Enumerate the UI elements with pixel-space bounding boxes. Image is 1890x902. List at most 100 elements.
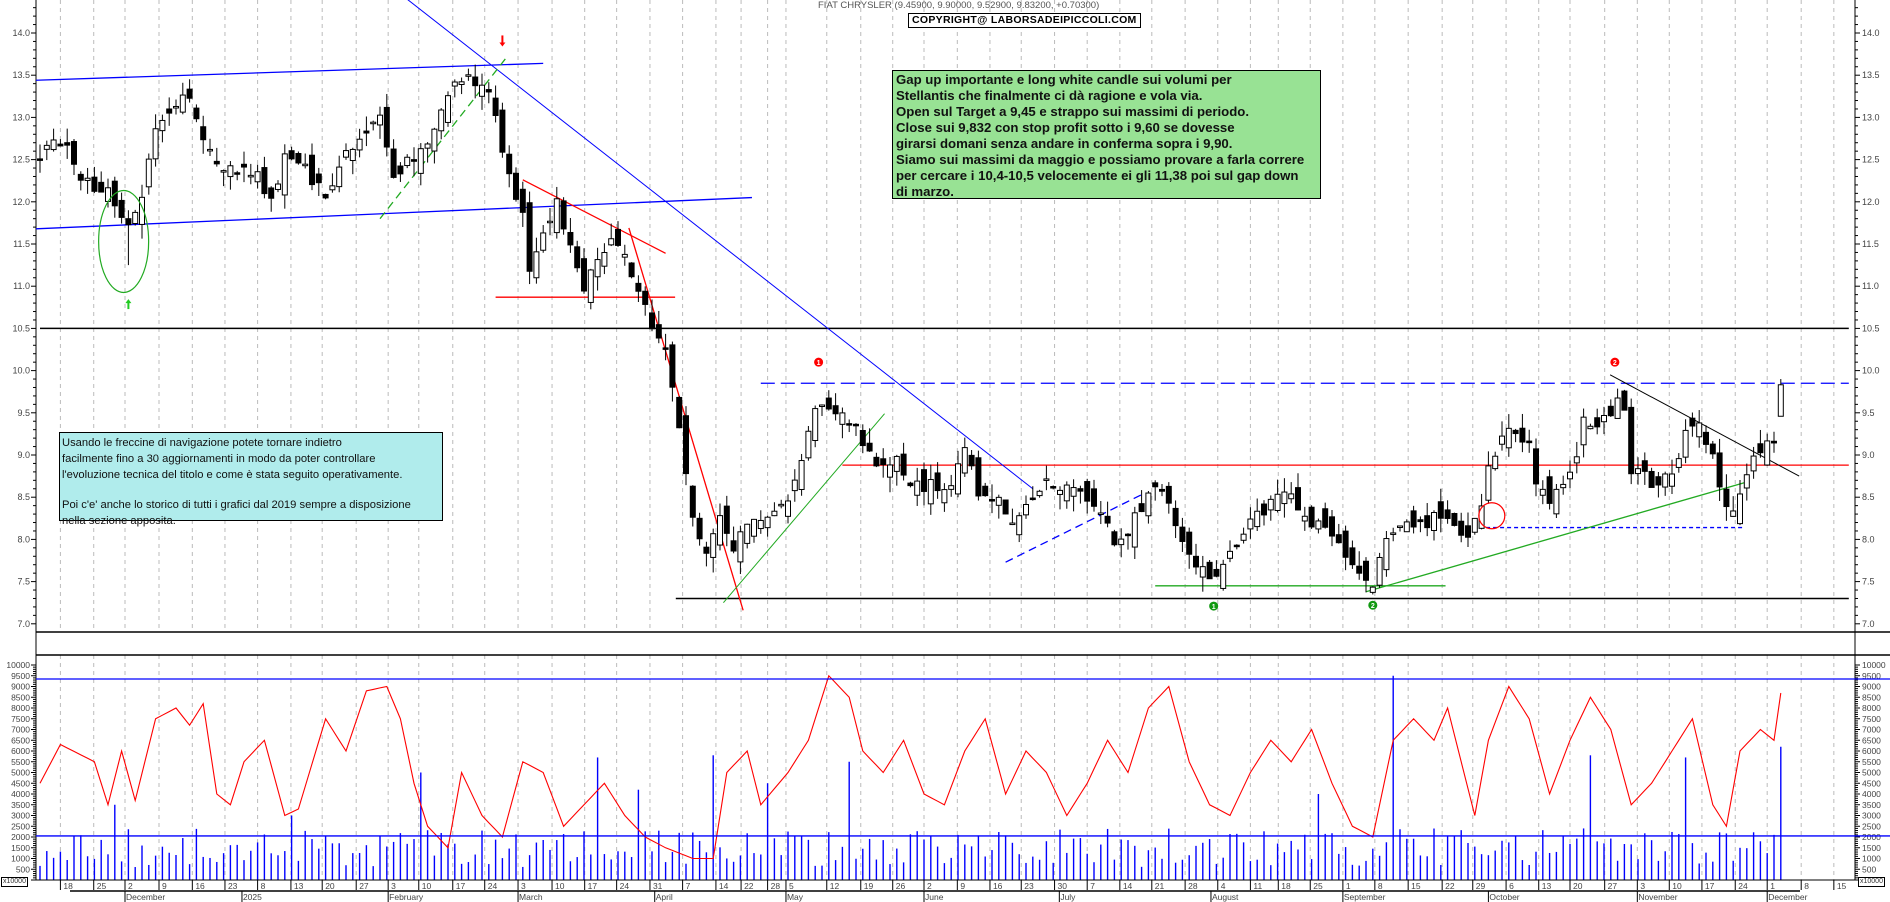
note-line: l'evoluzione tecnica del titolo e come è… — [62, 469, 403, 481]
candle-body-down — [268, 187, 275, 199]
candle-body-down — [968, 454, 975, 467]
candle-body-up — [1485, 465, 1492, 501]
candle-body-down — [1342, 530, 1349, 558]
candle-body-down — [649, 312, 655, 330]
candle — [1696, 410, 1703, 448]
candle-body-down — [581, 258, 587, 292]
candle-body-up — [349, 148, 356, 162]
candle — [1118, 528, 1125, 558]
note-line: per cercare i 10,4-10,5 velocemente ei g… — [896, 168, 1299, 183]
y-tick-label-right: 7.5 — [1862, 577, 1875, 587]
candle-body-up — [887, 464, 893, 478]
candle-body-up — [553, 198, 560, 234]
candle-body-up — [1043, 478, 1050, 481]
candle-body-down — [1213, 569, 1220, 577]
candle-body-down — [982, 485, 989, 497]
candle — [1301, 506, 1308, 531]
candle-body-up — [1553, 488, 1560, 515]
candle — [1288, 482, 1295, 504]
candle-body-down — [1533, 448, 1539, 485]
y-tick-label-right: 10.5 — [1862, 323, 1880, 333]
candle — [533, 237, 540, 284]
arrow-down-icon — [499, 42, 506, 47]
vol-tick-label-right: 6500 — [1862, 735, 1881, 745]
candle-body-up — [1070, 487, 1077, 497]
candle — [1539, 480, 1546, 505]
candle-body-up — [717, 515, 723, 546]
candle-body-down — [98, 181, 105, 193]
y-tick-label-right: 9.0 — [1862, 450, 1875, 460]
candle-body-up — [778, 503, 785, 507]
candle-body-up — [458, 81, 465, 85]
candle — [241, 151, 247, 183]
candle-body-down — [1546, 476, 1553, 504]
candle — [1492, 451, 1499, 471]
candle-body-down — [1444, 509, 1451, 519]
date-tick-label: 2 — [927, 881, 932, 891]
candle-body-down — [989, 499, 995, 502]
candle-body-down — [1594, 417, 1601, 428]
candle — [295, 151, 302, 165]
candle-body-down — [1519, 427, 1526, 443]
note-line: Gap up importante e long white candle su… — [896, 72, 1232, 87]
candle-body-down — [873, 456, 880, 467]
candle — [560, 197, 567, 235]
y-tick-label: 13.5 — [12, 70, 30, 80]
candle-body-down — [907, 482, 914, 487]
candle — [1641, 452, 1648, 485]
candle-body-down — [1458, 520, 1465, 536]
candle-body-up — [941, 489, 948, 504]
y-tick-label: 8.0 — [17, 534, 30, 544]
candle — [948, 474, 955, 497]
candle — [77, 171, 84, 191]
candle-body-up — [1696, 422, 1703, 438]
trendline — [522, 179, 666, 254]
vol-tick-label: 5500 — [11, 757, 30, 767]
candle-body-down — [1335, 534, 1342, 544]
candle — [1635, 457, 1641, 485]
candle-body-up — [1023, 504, 1029, 516]
y-tick-label: 11.5 — [13, 239, 30, 249]
candle-body-down — [492, 97, 499, 117]
candle-body-down — [662, 347, 669, 350]
vol-tick-label-right: 9500 — [1862, 671, 1881, 681]
date-tick-label: 4 — [1221, 881, 1226, 891]
candle-body-down — [506, 153, 513, 175]
vol-tick-label: 10000 — [6, 660, 30, 670]
candle-body-up — [1063, 484, 1070, 502]
candle-body-up — [1587, 425, 1594, 430]
date-tick-label: 9 — [162, 881, 167, 891]
candle-body-up — [1573, 456, 1580, 464]
vol-tick-label-right: 3500 — [1862, 800, 1881, 810]
date-tick-label: 9 — [960, 881, 965, 891]
date-tick-label: 3 — [521, 881, 526, 891]
candle-body-down — [1159, 488, 1165, 492]
candle-body-down — [574, 246, 581, 269]
candle-body-down — [642, 290, 649, 305]
candle — [1485, 451, 1492, 504]
candle — [485, 82, 492, 104]
candle — [1750, 446, 1757, 479]
candle-body-up — [152, 128, 159, 160]
vol-tick-label-right: 8000 — [1862, 703, 1881, 713]
vol-tick-label-right: 8500 — [1862, 692, 1881, 702]
date-tick-label: 23 — [1024, 881, 1034, 891]
candle-body-up — [1675, 458, 1682, 468]
candle-body-down — [77, 173, 84, 181]
candle-body-down — [1349, 547, 1356, 566]
candle-body-up — [404, 156, 411, 167]
date-tick-label: 18 — [63, 881, 73, 891]
month-label: December — [1768, 892, 1807, 902]
candle — [989, 484, 995, 514]
candle — [1601, 406, 1607, 435]
numbered-marker-label: 2 — [1613, 360, 1617, 367]
date-tick-label: 7 — [686, 881, 691, 891]
candle-body-up — [336, 166, 343, 188]
candle — [642, 286, 649, 316]
candle-body-up — [601, 252, 608, 267]
candle — [1050, 485, 1057, 490]
candle-body-up — [145, 158, 152, 188]
candle-body-down — [975, 457, 982, 497]
vol-tick-label: 3500 — [11, 800, 30, 810]
y-tick-label: 9.5 — [17, 408, 30, 418]
